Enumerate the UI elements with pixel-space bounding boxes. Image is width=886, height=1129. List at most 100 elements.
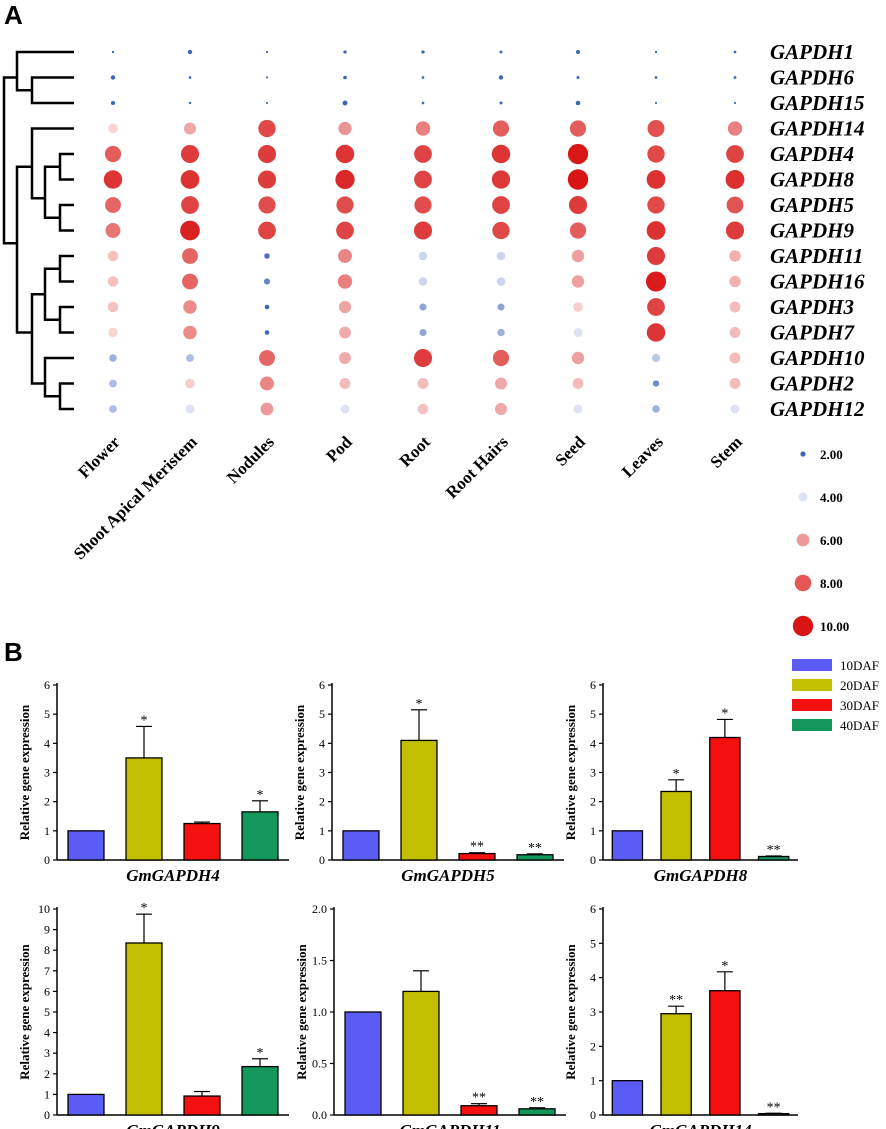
- legend-label-30daf: 30DAF: [840, 698, 879, 713]
- dendrogram-branch: [43, 267, 60, 321]
- bubble-gapdh4-pod: [335, 144, 355, 164]
- y-tick-label: 5: [590, 707, 596, 721]
- significance-mark: *: [721, 706, 728, 721]
- y-tick-label: 2: [319, 795, 325, 809]
- bubble-gapdh14-root-hairs: [492, 120, 510, 137]
- y-tick-label: 1: [319, 824, 325, 838]
- bubble-gapdh10-seed: [571, 351, 585, 365]
- gene-label-gapdh3: GAPDH3: [770, 295, 854, 319]
- significance-mark: *: [257, 1046, 264, 1061]
- bubble-gapdh5-shoot-apical-meristem: [181, 196, 199, 214]
- bubble-gapdh7-stem: [729, 327, 741, 338]
- bubble-gapdh2-root-hairs: [494, 377, 508, 390]
- y-tick-label: 6: [590, 902, 596, 916]
- y-tick-label: 3: [44, 1046, 50, 1060]
- bubble-gapdh5-stem: [726, 196, 744, 214]
- legend-bubble-4: [792, 615, 814, 637]
- y-tick-label: 0: [44, 853, 50, 867]
- tissue-label-root: Root: [396, 432, 434, 470]
- y-tick-label: 3: [319, 766, 325, 780]
- bar-20daf: [660, 1013, 692, 1116]
- legend-label-4: 10.00: [820, 619, 849, 634]
- bubble-gapdh7-pod: [339, 326, 351, 339]
- dendrogram-branch: [2, 76, 17, 245]
- dendrogram-branch: [58, 152, 74, 181]
- bubble-gapdh2-nodules: [260, 376, 274, 391]
- bubble-gapdh14-root: [415, 121, 431, 136]
- bubble-gapdh12-stem: [730, 404, 740, 414]
- bar-30daf: [460, 1105, 498, 1116]
- gene-label-gapdh12: GAPDH12: [770, 397, 865, 421]
- bubble-gapdh1-nodules: [265, 50, 269, 54]
- significance-mark: *: [141, 713, 148, 728]
- legend-swatch-40daf: [792, 719, 832, 731]
- bubble-gapdh6-flower: [110, 75, 116, 80]
- bubble-gapdh16-flower: [107, 276, 119, 287]
- significance-mark: **: [767, 843, 781, 858]
- y-tick-label: 4: [590, 736, 596, 750]
- bar-20daf: [125, 942, 163, 1116]
- bubble-gapdh6-pod: [343, 75, 347, 80]
- y-tick-label: 0: [590, 853, 596, 867]
- y-tick-label: 6: [44, 678, 50, 692]
- legend-label-2: 6.00: [820, 533, 843, 548]
- bubble-gapdh2-seed: [572, 378, 584, 389]
- legend-label-0: 2.00: [820, 447, 843, 462]
- y-axis-label: Relative gene expression: [563, 943, 578, 1079]
- bar-10daf: [611, 1080, 644, 1116]
- bubble-gapdh7-nodules: [264, 330, 270, 335]
- bubble-gapdh11-seed: [571, 249, 585, 263]
- bubble-gapdh3-shoot-apical-meristem: [183, 300, 197, 314]
- significance-mark: *: [721, 959, 728, 974]
- bubble-gapdh9-root-hairs: [492, 221, 510, 240]
- bubble-gapdh15-seed: [575, 100, 581, 106]
- bubble-gapdh7-leaves: [646, 323, 666, 342]
- tissue-label-seed: Seed: [551, 432, 589, 470]
- dendrogram-branch: [30, 76, 74, 105]
- bubble-gapdh11-root: [418, 251, 428, 261]
- significance-mark: *: [416, 697, 423, 712]
- y-tick-label: 0: [590, 1108, 596, 1122]
- y-tick-label: 6: [590, 678, 596, 692]
- bubble-gapdh10-nodules: [259, 350, 275, 366]
- bubble-gapdh10-stem: [729, 352, 741, 364]
- bubble-gapdh3-pod: [338, 300, 352, 314]
- y-axis-label: Relative gene expression: [292, 704, 307, 840]
- bubble-gapdh2-pod: [339, 378, 351, 389]
- bubble-gapdh1-shoot-apical-meristem: [187, 49, 193, 55]
- bubble-gapdh11-leaves: [646, 246, 666, 266]
- y-axis-label: Relative gene expression: [17, 704, 32, 840]
- bubble-gapdh2-flower: [109, 379, 117, 388]
- bubble-gapdh1-pod: [343, 50, 347, 54]
- bubble-gapdh9-shoot-apical-meristem: [180, 220, 200, 241]
- bubble-gapdh7-flower: [108, 327, 118, 338]
- bubble-gapdh8-pod: [335, 169, 355, 190]
- bubble-gapdh4-root-hairs: [491, 144, 511, 164]
- bubble-gapdh12-nodules: [260, 402, 274, 416]
- tissue-label-stem: Stem: [706, 432, 745, 471]
- bubble-gapdh8-root-hairs: [491, 170, 511, 189]
- bubble-gapdh10-pod: [339, 352, 351, 364]
- dendrogram-branch: [43, 356, 74, 398]
- dendrogram-branch: [58, 382, 74, 411]
- bubble-gapdh4-nodules: [257, 144, 277, 164]
- y-tick-label: 4: [44, 1026, 50, 1040]
- y-axis-label: Relative gene expression: [294, 943, 309, 1079]
- bubble-gapdh8-seed: [567, 169, 589, 190]
- bubble-gapdh2-stem: [729, 378, 741, 389]
- bubble-gapdh14-shoot-apical-meristem: [183, 122, 197, 135]
- chart-title: GmGAPDH11: [399, 1121, 500, 1129]
- y-tick-label: 3: [44, 766, 50, 780]
- bubble-gapdh4-root: [414, 145, 432, 163]
- bubble-gapdh16-root: [418, 277, 428, 286]
- bubble-gapdh4-flower: [104, 145, 122, 163]
- bar-40daf: [518, 1108, 556, 1116]
- bubble-gapdh12-pod: [340, 404, 350, 414]
- y-tick-label: 1: [44, 1087, 50, 1101]
- gene-label-gapdh4: GAPDH4: [770, 142, 854, 166]
- y-tick-label: 2: [590, 1039, 596, 1053]
- dendrogram-branch: [58, 254, 74, 283]
- bar-10daf: [344, 1011, 382, 1116]
- bubble-gapdh12-shoot-apical-meristem: [185, 404, 195, 414]
